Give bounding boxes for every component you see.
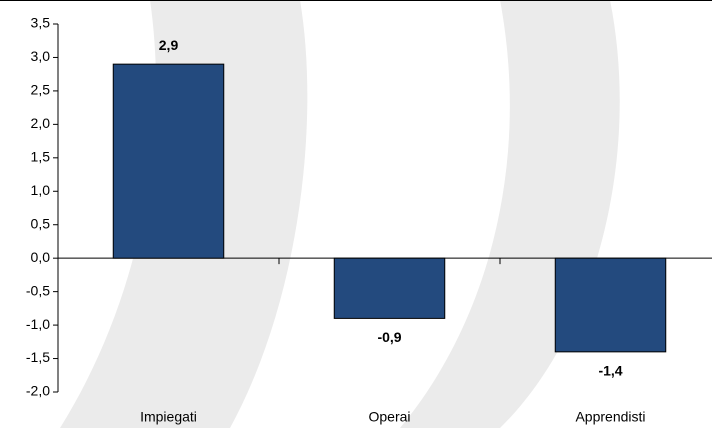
y-tick-label: 3,5 [31,15,51,31]
watermark-shape [400,0,620,428]
y-tick-label: 1,0 [31,182,51,198]
y-tick-label: 0,5 [31,215,51,231]
bar [333,257,446,319]
y-tick-label: 0,0 [31,249,51,265]
y-tick-label: 2,5 [31,82,51,98]
bar [112,63,225,259]
x-tick-label: Impiegati [140,409,197,425]
y-tick-label: 2,0 [31,115,51,131]
bar [554,257,667,353]
y-tick-label: 3,0 [31,48,51,64]
y-tick-label: -0,5 [26,282,50,298]
y-tick-label: -1,5 [26,349,50,365]
value-label: 2,9 [159,37,179,53]
y-tick-label: -2,0 [26,383,50,399]
value-label: -0,9 [377,329,401,345]
value-label: -1,4 [598,363,622,379]
y-tick-label: 1,5 [31,149,51,165]
x-tick-label: Apprendisti [575,409,645,425]
y-tick-label: -1,0 [26,316,50,332]
x-tick-label: Operai [368,409,410,425]
